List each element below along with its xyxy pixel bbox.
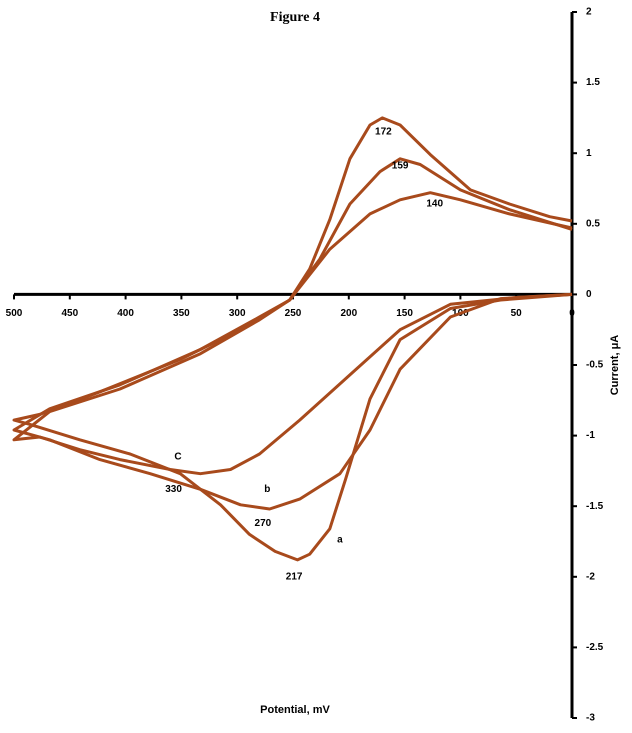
- x-tick-label: 450: [61, 308, 78, 319]
- y-tick-label: 0.5: [586, 218, 600, 229]
- annotation: 270: [255, 518, 272, 529]
- y-tick-label: -2: [586, 571, 595, 582]
- annotation: 159: [392, 161, 409, 172]
- y-tick-label: 1: [586, 148, 592, 159]
- y-tick-label: -2.5: [586, 642, 604, 653]
- x-tick-label: 350: [173, 308, 190, 319]
- y-tick-label: -1: [586, 430, 595, 441]
- y-tick-label: 1.5: [586, 77, 600, 88]
- y-tick-label: -3: [586, 713, 595, 724]
- x-tick-label: 150: [396, 308, 413, 319]
- x-tick-label: 250: [285, 308, 302, 319]
- cv-curve: [12, 191, 573, 476]
- chart-title: Figure 4: [270, 10, 320, 25]
- annotation: 330: [165, 484, 182, 495]
- x-axis-label: Potential, mV: [260, 704, 330, 716]
- y-tick-label: -0.5: [586, 360, 604, 371]
- annotation: 217: [286, 571, 303, 582]
- x-tick-label: 400: [117, 308, 134, 319]
- x-tick-label: 200: [340, 308, 357, 319]
- y-tick-label: 2: [586, 7, 592, 18]
- y-axis-label: Current, μA: [609, 335, 621, 396]
- annotation: 140: [426, 199, 443, 210]
- y-tick-label: -1.5: [586, 501, 604, 512]
- annotation: C: [174, 451, 181, 462]
- annotation: 172: [375, 127, 392, 138]
- annotation: b: [264, 484, 270, 495]
- x-tick-label: 300: [229, 308, 246, 319]
- cv-curve: [12, 157, 573, 511]
- y-tick-label: 0: [586, 289, 592, 300]
- x-tick-label: 50: [511, 308, 523, 319]
- annotation: a: [337, 535, 343, 546]
- cv-curve: [12, 116, 573, 562]
- x-tick-label: 0: [569, 308, 575, 319]
- x-tick-label: 500: [6, 308, 23, 319]
